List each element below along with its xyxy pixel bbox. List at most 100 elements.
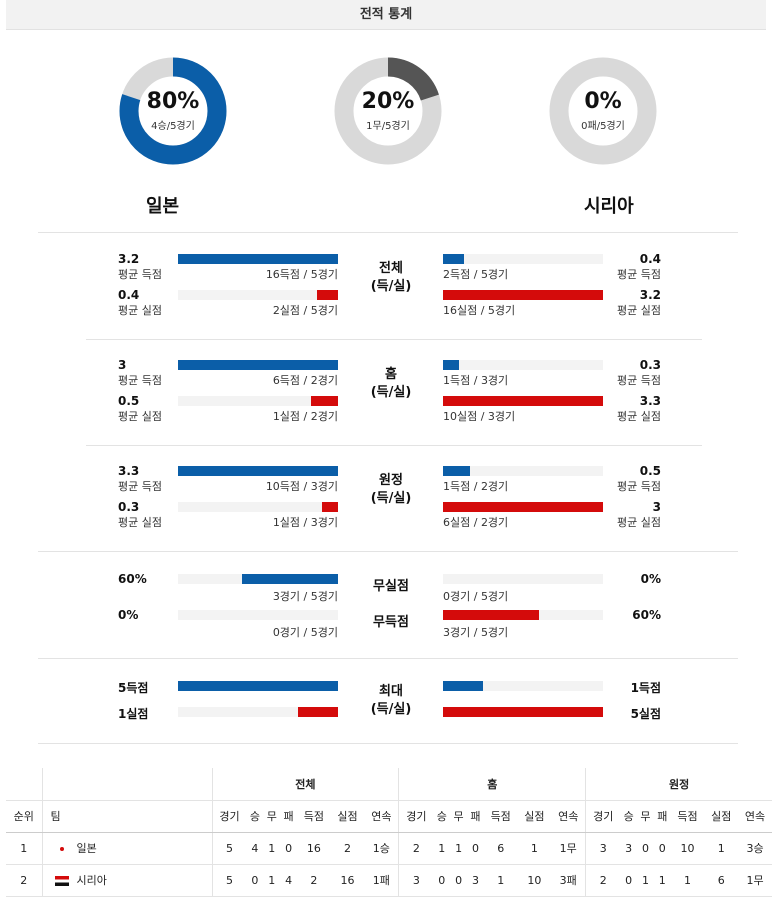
- home-clean-sheet-caption: 3경기 / 5경기: [272, 590, 338, 603]
- divider: [38, 551, 738, 552]
- stat-cell-home: 10: [517, 864, 552, 897]
- stat-cell-overall: 16: [297, 832, 331, 865]
- donut-arc: [334, 57, 442, 165]
- stat-cell-away: 0: [620, 864, 638, 897]
- col-header-home: 연속: [551, 799, 586, 833]
- col-header-home: 패: [467, 799, 484, 833]
- away-conceded-caption: 10실점 / 3경기: [443, 410, 516, 423]
- stat-cell-away: 1: [653, 864, 671, 897]
- away-clean-sheet-pct: 0%: [640, 572, 661, 586]
- no-goal-label: 무득점: [373, 615, 409, 630]
- home-max-scored-bar-track: [178, 681, 338, 691]
- stat-cell-home: 3: [398, 864, 434, 897]
- divider: [86, 339, 702, 340]
- team-cell[interactable]: 시리아: [41, 864, 212, 897]
- group-header-away: 원정: [585, 768, 772, 800]
- away-scored-bar-track: [443, 360, 603, 370]
- away-avg-scored: 0.4: [639, 252, 661, 266]
- home-avg-scored: 3: [118, 358, 127, 372]
- away-max-scored-bar: [443, 681, 483, 691]
- away-scored-caption: 2득점 / 5경기: [443, 268, 509, 281]
- section-title: 전적 통계: [6, 0, 766, 30]
- stat-cell-away: 3승: [738, 832, 772, 865]
- stat-cell-overall: 2: [330, 832, 365, 865]
- home-avg-scored: 3.3: [118, 464, 140, 478]
- donut-arc: [119, 57, 227, 165]
- stat-cell-overall: 2: [297, 864, 331, 897]
- away-no-goal-bar: [443, 610, 539, 620]
- stat-cell-away: 1: [637, 864, 654, 897]
- stat-cell-overall: 5: [211, 864, 247, 897]
- loss-rate-donut: 0% 0패/5경기: [548, 56, 658, 166]
- away-avg-scored: 0.3: [639, 358, 661, 372]
- home-scored-bar-track: [178, 360, 338, 370]
- home-no-goal-caption: 0경기 / 5경기: [272, 626, 338, 639]
- loss-record: 0패/5경기: [581, 121, 625, 132]
- stat-cell-away: 3: [620, 832, 638, 865]
- home-scored-bar-track: [178, 466, 338, 476]
- away-no-goal-bar-track: [443, 610, 603, 620]
- home-conceded-bar-track: [178, 502, 338, 512]
- stat-cell-away: 2: [585, 864, 621, 897]
- stat-cell-home: 0: [433, 864, 451, 897]
- clean-sheet-label: 무실점: [373, 579, 409, 594]
- stat-cell-overall: 1: [263, 832, 281, 865]
- col-header-away: 연속: [738, 799, 772, 833]
- col-header-away: 승: [620, 799, 638, 833]
- away-max-conceded: 5실점: [630, 707, 661, 721]
- away-conceded-caption: 16실점 / 5경기: [443, 304, 516, 317]
- away-max-scored: 1득점: [630, 681, 661, 695]
- divider: [38, 658, 738, 659]
- away-avg-conceded-label: 평균 실점: [617, 304, 661, 317]
- home-conceded-caption: 1실점 / 2경기: [272, 410, 338, 423]
- stat-cell-away: 0: [653, 832, 671, 865]
- category-sublabel: (득/실): [370, 279, 412, 294]
- home-conceded-caption: 2실점 / 5경기: [272, 304, 338, 317]
- col-header-away: 경기: [585, 799, 621, 833]
- home-scored-bar: [178, 466, 338, 476]
- home-scored-caption: 16득점 / 5경기: [265, 268, 338, 281]
- team-cell[interactable]: 일본: [41, 832, 212, 865]
- draw-donut-ring: [334, 57, 442, 165]
- home-team-name: 일본: [146, 196, 180, 217]
- away-max-conceded-bar-track: [443, 707, 603, 717]
- category-label: 전체: [379, 261, 403, 276]
- category-sublabel: (득/실): [370, 385, 412, 400]
- home-clean-sheet-pct: 60%: [118, 572, 147, 586]
- col-header-overall: 무: [263, 799, 281, 833]
- stat-cell-overall: 16: [330, 864, 365, 897]
- stat-cell-home: 1: [517, 832, 552, 865]
- stat-cell-overall: 1승: [364, 832, 399, 865]
- stat-cell-away: 1: [670, 864, 705, 897]
- col-header-away: 무: [637, 799, 654, 833]
- away-conceded-bar-track: [443, 502, 603, 512]
- col-header-home: 경기: [398, 799, 434, 833]
- category-label: 홈: [385, 367, 397, 382]
- away-clean-sheet-bar-track: [443, 574, 603, 584]
- home-avg-conceded: 0.5: [118, 394, 140, 408]
- stat-cell-home: 3패: [551, 864, 586, 897]
- away-conceded-bar: [443, 396, 603, 406]
- stat-cell-away: 6: [704, 864, 739, 897]
- stat-cell-overall: 0: [280, 832, 297, 865]
- away-scored-bar: [443, 254, 464, 264]
- away-conceded-bar-track: [443, 290, 603, 300]
- stat-cell-overall: 4: [280, 864, 297, 897]
- home-scored-bar: [178, 254, 338, 264]
- win-record: 4승/5경기: [151, 121, 195, 132]
- home-conceded-bar: [317, 290, 338, 300]
- syria-flag-icon: [54, 876, 69, 886]
- stat-cell-home: 0: [450, 864, 468, 897]
- away-scored-bar-track: [443, 254, 603, 264]
- divider: [38, 232, 738, 233]
- stat-cell-overall: 5: [211, 832, 247, 865]
- away-scored-bar: [443, 360, 459, 370]
- away-avg-conceded: 3.3: [639, 394, 661, 408]
- home-max-conceded-bar: [298, 707, 338, 717]
- home-avg-scored-label: 평균 득점: [118, 268, 162, 281]
- win-rate-donut: 80% 4승/5경기: [118, 56, 228, 166]
- away-avg-scored-label: 평균 득점: [617, 480, 661, 493]
- away-avg-scored: 0.5: [639, 464, 661, 478]
- stat-cell-away: 3: [585, 832, 621, 865]
- home-conceded-bar-track: [178, 396, 338, 406]
